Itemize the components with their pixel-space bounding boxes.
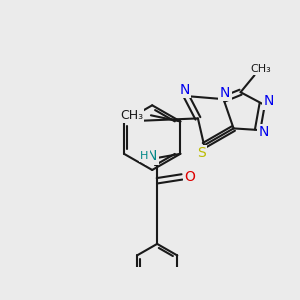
- Text: N: N: [259, 125, 269, 139]
- Text: N: N: [220, 86, 230, 100]
- Text: N: N: [263, 94, 274, 108]
- Text: N: N: [180, 83, 190, 97]
- Text: H: H: [140, 151, 148, 161]
- Text: N: N: [147, 149, 157, 163]
- Text: CH₃: CH₃: [250, 64, 271, 74]
- Text: O: O: [184, 170, 195, 184]
- Text: S: S: [197, 146, 206, 160]
- Text: CH₃: CH₃: [120, 109, 143, 122]
